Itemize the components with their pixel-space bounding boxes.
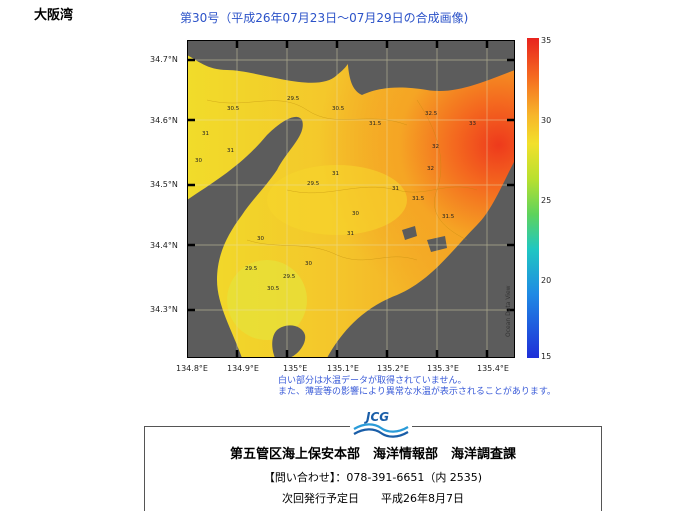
lon-label: 135.3°E bbox=[427, 364, 459, 373]
contour-label: 30 bbox=[305, 261, 312, 267]
contour-label: 29.5 bbox=[307, 181, 320, 187]
contour-label: 29.5 bbox=[287, 96, 300, 102]
contour-label: 30 bbox=[195, 158, 202, 164]
jcg-logo bbox=[350, 409, 412, 439]
organization-name: 第五管区海上保安本部 海洋情報部 海洋調査課 bbox=[229, 447, 516, 462]
contour-label: 31 bbox=[227, 148, 234, 154]
lat-label: 34.6°N bbox=[150, 116, 178, 125]
contour-label: 31.5 bbox=[369, 121, 382, 127]
awaji-island bbox=[187, 116, 303, 358]
colorbar-tick: 30 bbox=[541, 116, 552, 125]
lon-label: 135°E bbox=[283, 364, 308, 373]
contour-label: 29.5 bbox=[283, 274, 296, 280]
contour-label: 32 bbox=[432, 144, 439, 150]
sea-temperature-map: 30.5 30 31 31.5 32 32.5 33 29.5 30.5 31 … bbox=[187, 40, 515, 358]
note-line: また、薄雲等の影響により異常な水温が表示されることがあります。 bbox=[278, 387, 556, 397]
colorbar-tick: 35 bbox=[541, 36, 552, 45]
contour-label: 33 bbox=[469, 121, 476, 127]
colorbar-credit: Ocean Data View bbox=[505, 285, 512, 337]
land-southeast bbox=[327, 160, 515, 358]
lat-label: 34.5°N bbox=[150, 180, 178, 189]
contour-label: 31 bbox=[392, 186, 399, 192]
lat-label: 34.7°N bbox=[150, 55, 178, 64]
map-title: 第30号（平成26年07月23日～07月29日の合成画像) bbox=[180, 11, 469, 25]
region-label: 大阪湾 bbox=[34, 8, 74, 23]
contour-label: 31 bbox=[202, 131, 209, 137]
next-issue-date: 次回発行予定日 平成26年8月7日 bbox=[282, 492, 464, 505]
airport-island bbox=[402, 226, 417, 240]
lon-label: 134.9°E bbox=[227, 364, 259, 373]
contour-label: 30 bbox=[352, 211, 359, 217]
colorbar-tick: 20 bbox=[541, 276, 552, 285]
contour-label: 31 bbox=[332, 171, 339, 177]
map-notes: 白い部分は水温データが取得されていません。 また、薄雲等の影響により異常な水温が… bbox=[278, 376, 556, 398]
contour-label: 32.5 bbox=[425, 111, 438, 117]
lon-label: 135.1°E bbox=[327, 364, 359, 373]
colorbar-tick: 25 bbox=[541, 196, 552, 205]
contour-label: 30.5 bbox=[332, 106, 345, 112]
temperature-colorbar bbox=[527, 38, 539, 358]
contact-box: 第五管区海上保安本部 海洋情報部 海洋調査課 【問い合わせ】：078-391-6… bbox=[144, 426, 602, 511]
lon-label: 134.8°E bbox=[176, 364, 208, 373]
land-north bbox=[187, 40, 352, 83]
lon-label: 135.2°E bbox=[377, 364, 409, 373]
contour-label: 30.5 bbox=[227, 106, 240, 112]
note-line: 白い部分は水温データが取得されていません。 bbox=[278, 376, 467, 386]
contour-label: 32 bbox=[427, 166, 434, 172]
contour-label: 31.5 bbox=[412, 196, 425, 202]
contour-label: 29.5 bbox=[245, 266, 258, 272]
contour-label: 31 bbox=[347, 231, 354, 237]
land-osaka bbox=[347, 40, 515, 95]
lat-label: 34.4°N bbox=[150, 241, 178, 250]
lat-label: 34.3°N bbox=[150, 305, 178, 314]
lon-label: 135.4°E bbox=[477, 364, 509, 373]
jcg-logo-text: JCG bbox=[366, 410, 390, 424]
contour-label: 30.5 bbox=[267, 286, 280, 292]
contour-label: 30 bbox=[257, 236, 264, 242]
contour-label: 31.5 bbox=[442, 214, 455, 220]
small-land bbox=[272, 325, 306, 358]
contact-info: 【問い合わせ】：078-391-6651（内 2535) bbox=[263, 471, 483, 484]
colorbar-tick: 15 bbox=[541, 352, 552, 361]
